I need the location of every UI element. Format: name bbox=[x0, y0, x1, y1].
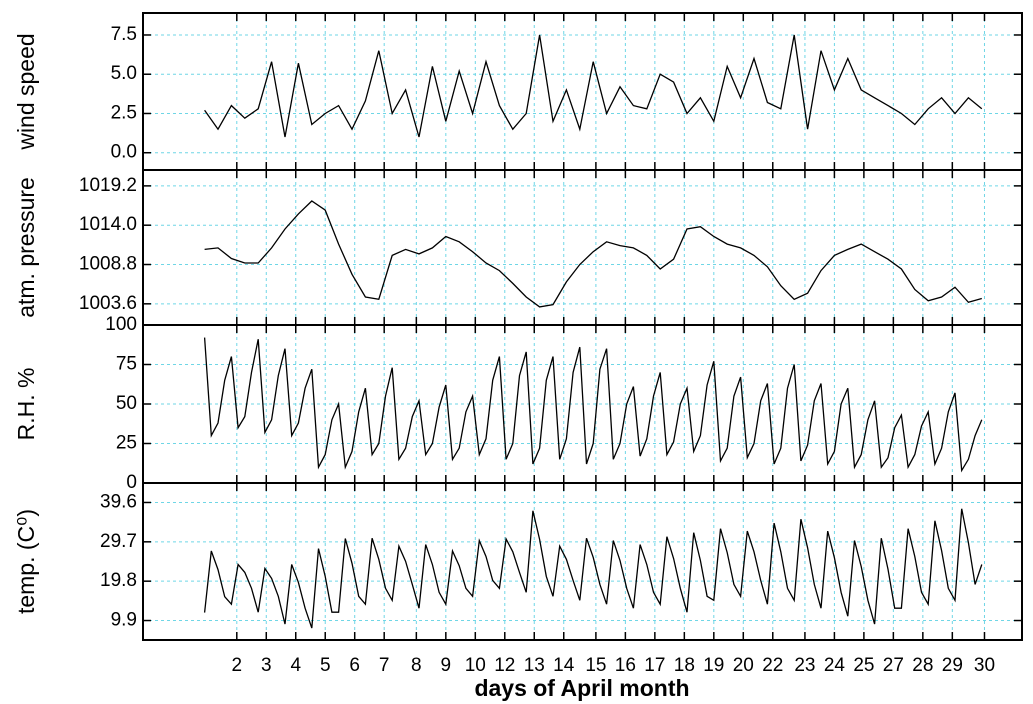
x-tick-label: 17 bbox=[644, 655, 665, 676]
panel-frame bbox=[142, 169, 1023, 326]
x-tick-label: 19 bbox=[703, 655, 724, 676]
x-tick-label: 27 bbox=[883, 655, 904, 676]
y-tick-label: 50 bbox=[116, 393, 137, 414]
x-tick-label: 20 bbox=[733, 655, 754, 676]
x-tick-label: 18 bbox=[674, 655, 695, 676]
x-tick-label: 25 bbox=[853, 655, 874, 676]
y-tick-label: 1014.0 bbox=[79, 214, 137, 235]
x-tick-label: 6 bbox=[349, 655, 360, 676]
x-tick-label: 8 bbox=[411, 655, 422, 676]
y-tick-label: 19.8 bbox=[100, 570, 137, 591]
x-tick-label: 3 bbox=[261, 655, 272, 676]
x-tick-label: 13 bbox=[524, 655, 545, 676]
x-tick-label: 16 bbox=[615, 655, 636, 676]
x-tick-label: 28 bbox=[912, 655, 933, 676]
y-tick-label: 9.9 bbox=[111, 610, 137, 631]
panel-frame bbox=[142, 482, 1023, 641]
x-tick-label: 12 bbox=[494, 655, 515, 676]
data-line bbox=[204, 34, 983, 138]
y-tick-label: 75 bbox=[116, 354, 137, 375]
y-tick-label: 100 bbox=[105, 314, 137, 335]
x-tick-label: 30 bbox=[974, 655, 995, 676]
x-tick-label: 15 bbox=[585, 655, 606, 676]
x-axis-label: days of April month bbox=[474, 675, 689, 701]
y-tick-label: 1003.6 bbox=[79, 293, 137, 314]
x-tick-label: 2 bbox=[232, 655, 243, 676]
x-tick-label: 7 bbox=[379, 655, 390, 676]
x-tick-label: 22 bbox=[762, 655, 783, 676]
y-tick-label: 0 bbox=[126, 472, 137, 493]
y-axis-label: R.H. % bbox=[13, 368, 39, 441]
y-tick-label: 1008.8 bbox=[79, 254, 137, 275]
x-tick-label: 10 bbox=[465, 655, 486, 676]
y-tick-label: 39.6 bbox=[100, 491, 137, 512]
x-tick-label: 29 bbox=[942, 655, 963, 676]
y-tick-label: 0.0 bbox=[111, 142, 137, 163]
y-tick-label: 5.0 bbox=[111, 63, 137, 84]
x-tick-label: 9 bbox=[441, 655, 452, 676]
x-tick-label: 4 bbox=[290, 655, 301, 676]
y-axis-label: temp. (C⁰) bbox=[13, 509, 39, 614]
y-tick-label: 7.5 bbox=[111, 24, 137, 45]
x-tick-label: 24 bbox=[824, 655, 846, 676]
data-line bbox=[203, 337, 983, 473]
y-tick-label: 2.5 bbox=[111, 102, 137, 123]
y-tick-label: 25 bbox=[116, 433, 137, 454]
panel-frame bbox=[142, 12, 1023, 171]
y-axis-label: wind speed bbox=[13, 33, 39, 150]
x-tick-label: 5 bbox=[320, 655, 331, 676]
y-axis-label: atm. pressure bbox=[13, 177, 39, 318]
x-tick-label: 23 bbox=[794, 655, 815, 676]
x-tick-label: 14 bbox=[553, 655, 575, 676]
data-line bbox=[203, 508, 983, 629]
data-line bbox=[204, 200, 982, 308]
y-tick-label: 1019.2 bbox=[79, 175, 137, 196]
y-tick-label: 29.7 bbox=[100, 531, 137, 552]
